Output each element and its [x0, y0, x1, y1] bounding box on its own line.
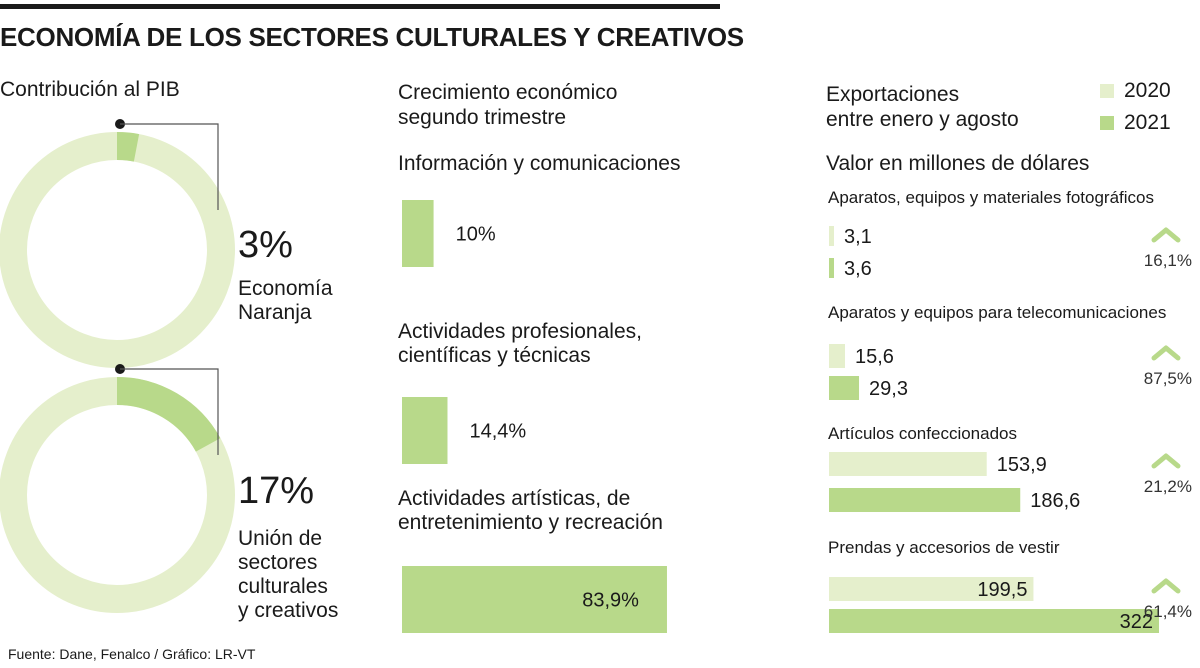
legend-label-2021: 2021	[1124, 111, 1171, 134]
export-value-2020-4: 199,5	[977, 579, 1027, 601]
export-value-2021-3: 186,6	[1030, 490, 1080, 512]
growth-heading: Crecimiento económico segundo trimestre	[398, 80, 617, 130]
up-chevron-icon	[1151, 578, 1181, 594]
donut-slice-1	[116, 132, 140, 162]
exports-category-1: Aparatos, equipos y materiales fotográfi…	[828, 188, 1155, 207]
growth-category-arts: Actividades artísticas, de entretenimien…	[398, 487, 663, 535]
pib-heading: Contribución al PIB	[0, 78, 180, 101]
page-title: ECONOMÍA DE LOS SECTORES CULTURALES Y CR…	[0, 22, 744, 52]
pib-label-union: Unión de sectores culturales y creativos	[238, 527, 338, 623]
pib-label-naranja-line1: Economía	[238, 277, 333, 300]
leader-line-2	[120, 368, 219, 455]
growth-category-info: Información y comunicaciones	[398, 152, 681, 175]
export-change-2: 87,5%	[1144, 369, 1192, 388]
export-value-2020-2: 15,6	[855, 346, 894, 368]
export-change-1: 16,1%	[1144, 251, 1192, 270]
export-bar-2020-4	[829, 577, 1034, 601]
export-bar-2021-4	[829, 609, 1159, 633]
pib-value-union: 17%	[238, 470, 315, 512]
donut-slice-2	[116, 377, 221, 453]
up-chevron-icon	[1151, 453, 1181, 469]
export-value-2020-3: 153,9	[997, 454, 1047, 476]
title-rule	[0, 4, 720, 9]
up-chevron-icon	[1151, 345, 1181, 361]
pib-label-union-line1: Unión de	[238, 527, 323, 550]
export-bar-2021-3	[829, 488, 1021, 512]
export-value-2021-2: 29,3	[869, 378, 908, 400]
exports-category-2: Aparatos y equipos para telecomunicacion…	[828, 303, 1167, 322]
exports-unit: Valor en millones de dólares	[826, 152, 1090, 175]
exports-category-3: Artículos confeccionados	[828, 424, 1017, 443]
legend-label-2020: 2020	[1124, 79, 1171, 102]
export-bar-2021-1	[829, 258, 834, 278]
growth-category-prof-line2: científicas y técnicas	[398, 344, 591, 367]
export-value-2021-1: 3,6	[844, 258, 872, 280]
growth-value-1: 10%	[456, 224, 496, 246]
legend-swatch-2021	[1100, 116, 1114, 130]
leader-line-1	[120, 123, 219, 210]
growth-category-arts-line2: entretenimiento y recreación	[398, 511, 663, 534]
pib-label-naranja: Economía Naranja	[238, 277, 333, 325]
growth-bar-2	[402, 397, 448, 464]
export-value-2020-1: 3,1	[844, 226, 872, 248]
exports-heading-line2: entre enero y agosto	[826, 108, 1019, 131]
growth-bar-3	[402, 566, 667, 633]
export-change-4: 61,4%	[1144, 602, 1192, 621]
growth-category-arts-line1: Actividades artísticas, de	[398, 487, 631, 510]
pib-label-union-line2: sectores	[238, 551, 318, 574]
growth-value-2: 14,4%	[469, 421, 526, 443]
growth-value-3: 83,9%	[582, 590, 639, 612]
export-value-2021-4: 322	[1120, 611, 1153, 633]
export-bar-2020-3	[829, 452, 987, 476]
growth-heading-line1: Crecimiento económico	[398, 81, 618, 104]
exports-category-4: Prendas y accesorios de vestir	[828, 538, 1060, 557]
exports-heading: Exportaciones entre enero y agosto	[826, 82, 1019, 132]
growth-category-prof: Actividades profesionales, científicas y…	[398, 320, 642, 368]
growth-category-prof-line1: Actividades profesionales,	[398, 320, 642, 343]
pib-label-union-line3: culturales	[238, 575, 328, 598]
growth-heading-line2: segundo trimestre	[398, 106, 567, 129]
export-change-3: 21,2%	[1144, 477, 1192, 496]
legend-swatch-2020	[1100, 84, 1114, 98]
donut-track-1	[0, 132, 235, 368]
export-bar-2021-2	[829, 376, 860, 400]
pib-value-naranja: 3%	[238, 224, 293, 266]
growth-bar-1	[402, 200, 434, 267]
exports-heading-line1: Exportaciones	[826, 83, 960, 106]
export-bar-2020-2	[829, 344, 845, 368]
source-note: Fuente: Dane, Fenalco / Gráfico: LR-VT	[8, 646, 256, 662]
up-chevron-icon	[1151, 227, 1181, 243]
pib-label-union-line4: y creativos	[238, 599, 339, 622]
export-bar-2020-1	[829, 226, 834, 246]
pib-label-naranja-line2: Naranja	[238, 301, 312, 324]
